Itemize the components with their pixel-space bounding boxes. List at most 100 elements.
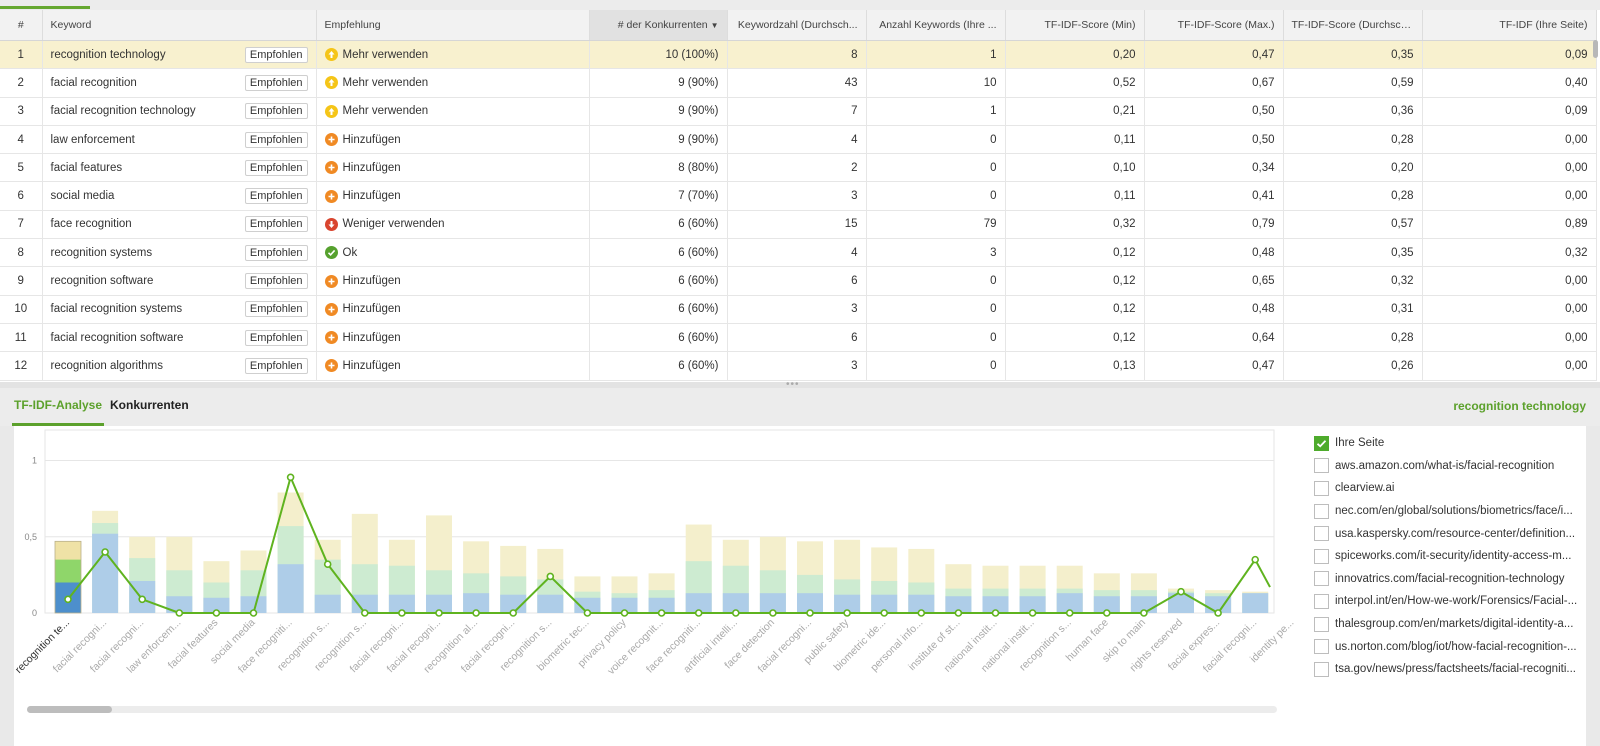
legend-item[interactable]: usa.kaspersky.com/resource-center/defini… [1314, 522, 1584, 545]
keyword-text: facial recognition systems [50, 303, 183, 316]
recommendation-text: Hinzufügen [342, 331, 401, 344]
tfidf-own-cell: 0,00 [1422, 351, 1597, 381]
recommended-button[interactable]: Empfohlen [244, 74, 308, 91]
recommendation-text: Hinzufügen [342, 190, 401, 203]
keyword-text: recognition technology [50, 48, 166, 61]
checkbox-icon[interactable] [1314, 616, 1329, 632]
table-row[interactable]: 4 law enforcement Empfohlen Hinzufügen 9 (90… [0, 125, 1597, 155]
tfidf-min-cell: 0,21 [1005, 97, 1145, 126]
recommended-button[interactable]: Empfohlen [244, 188, 308, 205]
header-tfidf-own[interactable]: TF-IDF (Ihre Seite) [1422, 10, 1597, 41]
bar-min [1242, 593, 1269, 613]
tfidf-avg-cell: 0,35 [1283, 238, 1423, 268]
top-accent-bar [0, 6, 90, 9]
keyword-text: recognition systems [50, 246, 153, 259]
competitors-cell: 8 (80%) [589, 153, 728, 183]
keyword-cell: recognition systems Empfohlen [42, 238, 317, 268]
checkbox-icon[interactable] [1314, 593, 1329, 609]
table-row[interactable]: 9 recognition software Empfohlen Hinzufügen… [0, 266, 1597, 296]
row-number: 12 [0, 351, 43, 381]
header-keyword-count[interactable]: Anzahl Keywords (Ihre ... [866, 10, 1006, 41]
keyword-text: facial recognition technology [50, 105, 196, 118]
recommended-button[interactable]: Empfohlen [244, 357, 308, 374]
checkbox-icon[interactable] [1314, 639, 1329, 655]
table-row[interactable]: 10 facial recognition systems Empfohlen Hin… [0, 295, 1597, 324]
recommended-button[interactable]: Empfohlen [244, 301, 308, 318]
chart-scrollbar-thumb[interactable] [27, 706, 112, 713]
legend-item[interactable]: tsa.gov/news/press/factsheets/facial-rec… [1314, 658, 1584, 681]
data-point [435, 609, 443, 617]
data-point [769, 609, 777, 617]
recommended-button[interactable]: Empfohlen [244, 46, 308, 63]
legend-item[interactable]: thalesgroup.com/en/markets/digital-ident… [1314, 613, 1584, 636]
tfidf-min-cell: 0,11 [1005, 125, 1145, 155]
bar-min [759, 593, 786, 613]
competitors-cell: 7 (70%) [589, 181, 728, 211]
header-number[interactable]: # [0, 10, 43, 41]
legend-item[interactable]: Ihre Seite [1314, 432, 1584, 455]
checkbox-checked-icon[interactable] [1314, 435, 1329, 451]
table-row[interactable]: 2 facial recognition Empfohlen Mehr verwend… [0, 68, 1597, 98]
header-keyword[interactable]: Keyword [42, 10, 317, 41]
tfidf-max-cell: 0,64 [1144, 323, 1284, 353]
legend-item[interactable]: aws.amazon.com/what-is/facial-recognitio… [1314, 455, 1584, 478]
legend-item[interactable]: innovatrics.com/facial-recognition-techn… [1314, 568, 1584, 591]
recommendation-cell: Mehr verwenden [316, 40, 590, 70]
legend-item[interactable]: spiceworks.com/it-security/identity-acce… [1314, 545, 1584, 568]
header-tfidf-min[interactable]: TF-IDF-Score (Min) [1005, 10, 1145, 41]
recommended-button[interactable]: Empfohlen [244, 131, 308, 148]
recommended-button[interactable]: Empfohlen [244, 273, 308, 290]
data-point [806, 609, 814, 617]
bar-min [945, 596, 972, 613]
table-row[interactable]: 3 facial recognition technology Empfohlen M… [0, 97, 1597, 126]
bar-min [685, 593, 712, 613]
keyword-count-cell: 1 [866, 40, 1006, 70]
recommended-button[interactable]: Empfohlen [244, 216, 308, 233]
table-row[interactable]: 11 facial recognition software Empfohlen Hi… [0, 323, 1597, 353]
table-row[interactable]: 12 recognition algorithms Empfohlen Hinzufü… [0, 351, 1597, 381]
tfidf-min-cell: 0,52 [1005, 68, 1145, 98]
tab-tfidf-analysis[interactable]: TF-IDF-Analyse [12, 398, 105, 426]
row-number: 8 [0, 238, 43, 268]
header-tfidf-max[interactable]: TF-IDF-Score (Max.) [1144, 10, 1284, 41]
bar-min [982, 596, 1009, 613]
legend-item[interactable]: clearview.ai [1314, 477, 1584, 500]
checkbox-icon[interactable] [1314, 661, 1329, 677]
plus-icon [324, 274, 338, 288]
data-point [101, 548, 109, 556]
checkbox-icon[interactable] [1314, 526, 1329, 542]
table-row[interactable]: 7 face recognition Empfohlen Weniger verwen… [0, 210, 1597, 240]
table-row[interactable]: 5 facial features Empfohlen Hinzufügen 8 (80… [0, 153, 1597, 183]
checkbox-icon[interactable] [1314, 571, 1329, 587]
legend-item[interactable]: us.norton.com/blog/iot/how-facial-recogn… [1314, 635, 1584, 658]
tfidf-own-cell: 0,89 [1422, 210, 1597, 240]
header-keyword-avg[interactable]: Keywordzahl (Durchsch... [727, 10, 867, 41]
bar-min [834, 594, 861, 613]
legend-item[interactable]: interpol.int/en/How-we-work/Forensics/Fa… [1314, 590, 1584, 613]
checkbox-icon[interactable] [1314, 480, 1329, 496]
data-point [1140, 609, 1148, 617]
header-tfidf-avg[interactable]: TF-IDF-Score (Durchsch... [1283, 10, 1423, 41]
table-scrollbar[interactable] [1593, 40, 1598, 58]
row-number: 10 [0, 295, 43, 324]
recommendation-text: Hinzufügen [342, 133, 401, 146]
table-row[interactable]: 6 social media Empfohlen Hinzufügen 7 (70%) 3… [0, 181, 1597, 211]
checkbox-icon[interactable] [1314, 458, 1329, 474]
header-competitors[interactable]: # der Konkurrenten ▼ [589, 10, 728, 41]
legend-item[interactable]: nec.com/en/global/solutions/biometrics/f… [1314, 500, 1584, 523]
table-row[interactable]: 8 recognition systems Empfohlen Ok 6 (60%) 4 3… [0, 238, 1597, 268]
checkbox-icon[interactable] [1314, 503, 1329, 519]
panel-splitter[interactable]: ••• [0, 379, 1600, 390]
recommended-button[interactable]: Empfohlen [244, 159, 308, 176]
keyword-count-cell: 79 [866, 210, 1006, 240]
recommended-button[interactable]: Empfohlen [244, 329, 308, 346]
tab-competitors[interactable]: Konkurrenten [110, 398, 189, 412]
checkbox-icon[interactable] [1314, 548, 1329, 564]
check-icon [324, 246, 338, 260]
recommended-button[interactable]: Empfohlen [244, 103, 308, 120]
header-recommendation[interactable]: Empfehlung [316, 10, 590, 41]
table-header-row: # Keyword Empfehlung # der Konkurrenten … [0, 10, 1597, 41]
recommended-button[interactable]: Empfohlen [244, 244, 308, 261]
legend-label: tsa.gov/news/press/factsheets/facial-rec… [1335, 663, 1576, 676]
table-row[interactable]: 1 recognition technology Empfohlen Mehr ver… [0, 40, 1597, 70]
